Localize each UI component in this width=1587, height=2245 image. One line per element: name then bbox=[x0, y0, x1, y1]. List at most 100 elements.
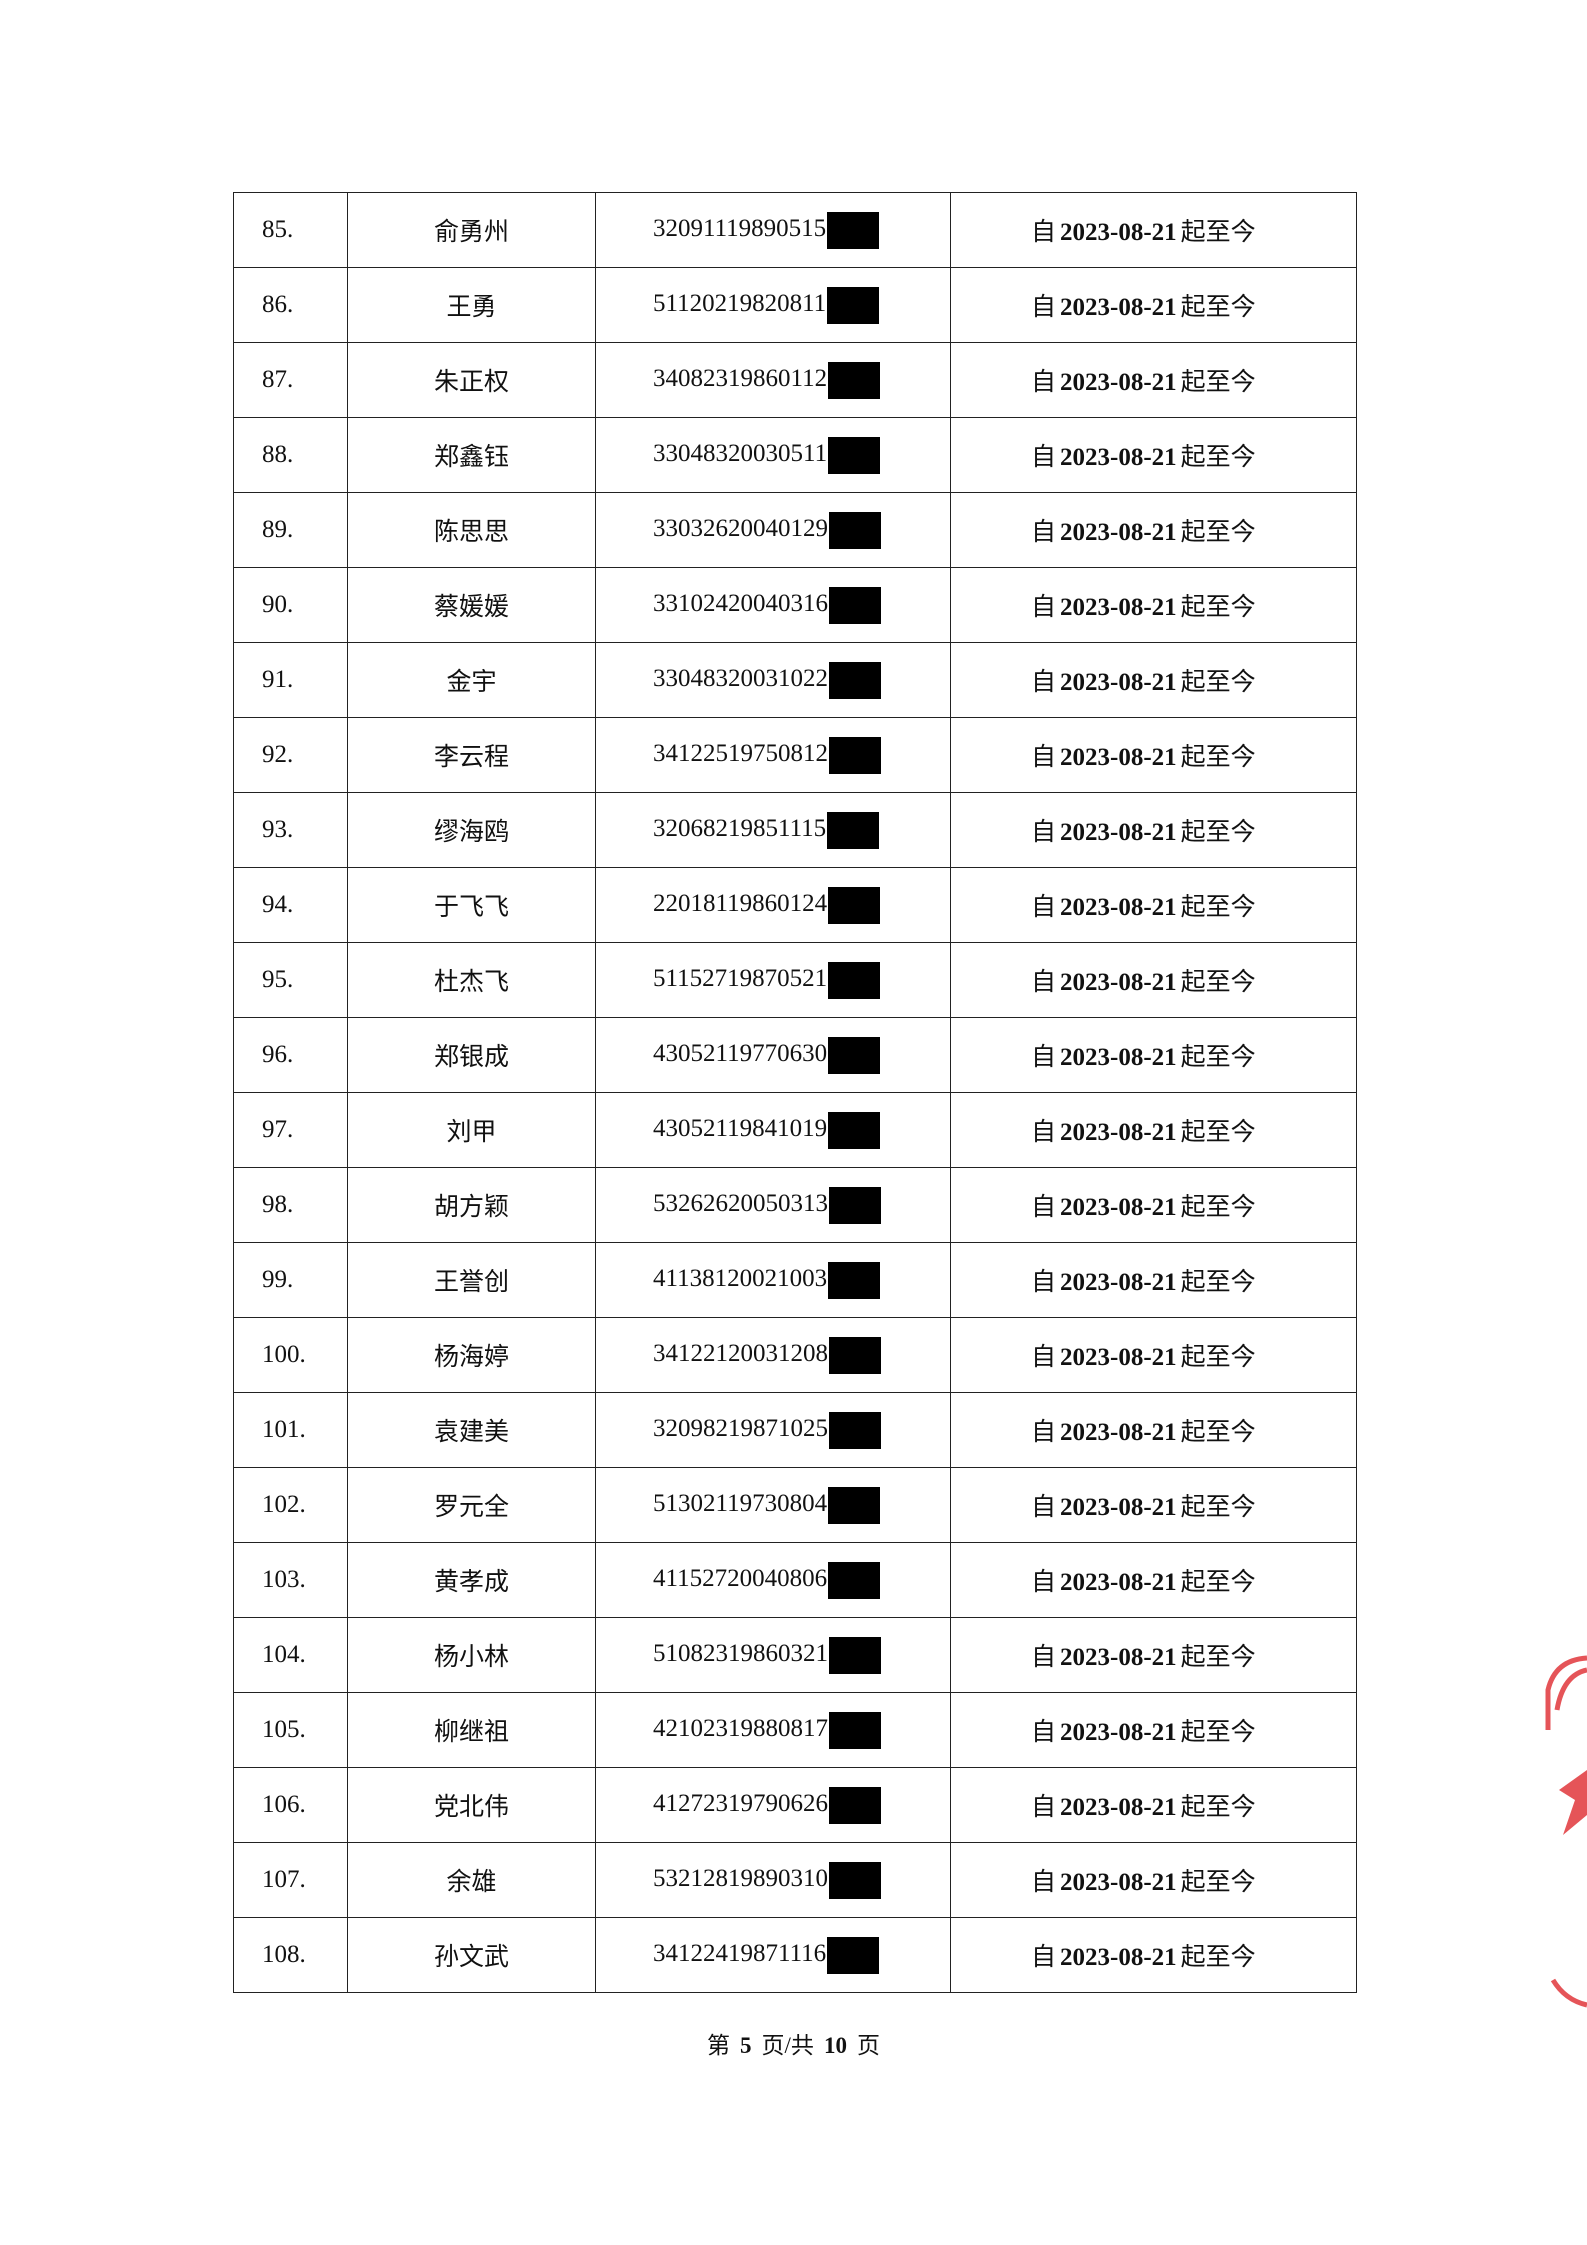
redaction-box bbox=[828, 961, 881, 999]
period-date: 2023-08-21 bbox=[1060, 894, 1177, 921]
period-date: 2023-08-21 bbox=[1060, 1569, 1177, 1596]
period-cell: 自 2023-08-21 起至今 bbox=[950, 1167, 1357, 1243]
redaction-box bbox=[829, 1711, 881, 1749]
table-row: 101. 袁建美 32098219871025 自 2023-08-21 起至今 bbox=[233, 1392, 1357, 1468]
redaction-box bbox=[827, 811, 880, 849]
redaction-box bbox=[828, 1561, 881, 1599]
period-prefix: 自 bbox=[1031, 1419, 1057, 1446]
period-date: 2023-08-21 bbox=[1060, 1269, 1177, 1296]
id-number: 51120219820811 bbox=[653, 289, 827, 317]
id-cell: 53212819890310 bbox=[595, 1842, 951, 1918]
redaction-box bbox=[829, 736, 881, 774]
row-number: 99. bbox=[233, 1242, 348, 1318]
person-name: 俞勇州 bbox=[347, 192, 596, 268]
period-cell: 自 2023-08-21 起至今 bbox=[950, 1317, 1357, 1393]
period-suffix: 起至今 bbox=[1180, 594, 1256, 621]
redaction-box bbox=[827, 1936, 880, 1974]
person-name: 刘甲 bbox=[347, 1092, 596, 1168]
id-cell: 51152719870521 bbox=[595, 942, 951, 1018]
seal-stamp bbox=[1545, 1655, 1587, 2008]
table-row: 99. 王誉创 41138120021003 自 2023-08-21 起至今 bbox=[233, 1242, 1357, 1318]
id-cell: 41152720040806 bbox=[595, 1542, 951, 1618]
period-suffix: 起至今 bbox=[1180, 1794, 1256, 1821]
table-row: 90. 蔡媛媛 33102420040316 自 2023-08-21 起至今 bbox=[233, 567, 1357, 643]
row-number: 108. bbox=[233, 1917, 348, 1993]
row-number: 88. bbox=[233, 417, 348, 493]
id-number: 33102420040316 bbox=[653, 589, 828, 617]
period-date: 2023-08-21 bbox=[1060, 969, 1177, 996]
period-date: 2023-08-21 bbox=[1060, 519, 1177, 546]
row-number: 95. bbox=[233, 942, 348, 1018]
id-number: 32068219851115 bbox=[653, 814, 827, 842]
period-date: 2023-08-21 bbox=[1060, 1194, 1177, 1221]
table-row: 107. 余雄 53212819890310 自 2023-08-21 起至今 bbox=[233, 1842, 1357, 1918]
person-name: 李云程 bbox=[347, 717, 596, 793]
id-cell: 34122519750812 bbox=[595, 717, 951, 793]
row-number: 105. bbox=[233, 1692, 348, 1768]
row-number: 90. bbox=[233, 567, 348, 643]
row-number: 85. bbox=[233, 192, 348, 268]
redaction-box bbox=[829, 1636, 881, 1674]
person-name: 于飞飞 bbox=[347, 867, 596, 943]
id-cell: 34082319860112 bbox=[595, 342, 951, 418]
id-number: 42102319880817 bbox=[653, 1714, 828, 1742]
id-number: 33048320030511 bbox=[653, 439, 828, 467]
row-number: 89. bbox=[233, 492, 348, 568]
period-suffix: 起至今 bbox=[1180, 969, 1256, 996]
period-suffix: 起至今 bbox=[1180, 1644, 1256, 1671]
id-cell: 42102319880817 bbox=[595, 1692, 951, 1768]
id-cell: 33102420040316 bbox=[595, 567, 951, 643]
period-date: 2023-08-21 bbox=[1060, 294, 1177, 321]
id-cell: 34122120031208 bbox=[595, 1317, 951, 1393]
row-number: 98. bbox=[233, 1167, 348, 1243]
period-date: 2023-08-21 bbox=[1060, 1794, 1177, 1821]
period-cell: 自 2023-08-21 起至今 bbox=[950, 1767, 1357, 1843]
id-cell: 51120219820811 bbox=[595, 267, 951, 343]
footer-total: 10 bbox=[823, 2033, 847, 2058]
id-cell: 32091119890515 bbox=[595, 192, 951, 268]
period-suffix: 起至今 bbox=[1180, 894, 1256, 921]
period-suffix: 起至今 bbox=[1180, 1569, 1256, 1596]
row-number: 86. bbox=[233, 267, 348, 343]
table-row: 91. 金宇 33048320031022 自 2023-08-21 起至今 bbox=[233, 642, 1357, 718]
period-suffix: 起至今 bbox=[1180, 519, 1256, 546]
period-suffix: 起至今 bbox=[1180, 369, 1256, 396]
period-cell: 自 2023-08-21 起至今 bbox=[950, 1017, 1357, 1093]
period-cell: 自 2023-08-21 起至今 bbox=[950, 1467, 1357, 1543]
person-name: 余雄 bbox=[347, 1842, 596, 1918]
id-number: 53212819890310 bbox=[653, 1864, 828, 1892]
redaction-box bbox=[828, 886, 881, 924]
id-cell: 51302119730804 bbox=[595, 1467, 951, 1543]
period-date: 2023-08-21 bbox=[1060, 1644, 1177, 1671]
period-cell: 自 2023-08-21 起至今 bbox=[950, 417, 1357, 493]
period-suffix: 起至今 bbox=[1180, 294, 1256, 321]
table-row: 100. 杨海婷 34122120031208 自 2023-08-21 起至今 bbox=[233, 1317, 1357, 1393]
person-name: 袁建美 bbox=[347, 1392, 596, 1468]
period-date: 2023-08-21 bbox=[1060, 594, 1177, 621]
table-row: 86. 王勇 51120219820811 自 2023-08-21 起至今 bbox=[233, 267, 1357, 343]
table-row: 95. 杜杰飞 51152719870521 自 2023-08-21 起至今 bbox=[233, 942, 1357, 1018]
period-prefix: 自 bbox=[1031, 1269, 1057, 1296]
page-footer: 第 5 页/共 10 页 bbox=[0, 2026, 1587, 2060]
period-cell: 自 2023-08-21 起至今 bbox=[950, 642, 1357, 718]
id-cell: 33048320031022 bbox=[595, 642, 951, 718]
period-suffix: 起至今 bbox=[1180, 1944, 1256, 1971]
period-prefix: 自 bbox=[1031, 969, 1057, 996]
person-name: 陈思思 bbox=[347, 492, 596, 568]
redaction-box bbox=[828, 1486, 881, 1524]
row-number: 87. bbox=[233, 342, 348, 418]
redaction-box bbox=[829, 1786, 881, 1824]
row-number: 96. bbox=[233, 1017, 348, 1093]
id-number: 34082319860112 bbox=[653, 364, 828, 392]
id-cell: 34122419871116 bbox=[595, 1917, 951, 1993]
row-number: 92. bbox=[233, 717, 348, 793]
period-suffix: 起至今 bbox=[1180, 444, 1256, 471]
person-name: 罗元全 bbox=[347, 1467, 596, 1543]
redaction-box bbox=[829, 1186, 881, 1224]
row-number: 102. bbox=[233, 1467, 348, 1543]
table-row: 96. 郑银成 43052119770630 自 2023-08-21 起至今 bbox=[233, 1017, 1357, 1093]
period-prefix: 自 bbox=[1031, 819, 1057, 846]
period-cell: 自 2023-08-21 起至今 bbox=[950, 492, 1357, 568]
period-suffix: 起至今 bbox=[1180, 1419, 1256, 1446]
